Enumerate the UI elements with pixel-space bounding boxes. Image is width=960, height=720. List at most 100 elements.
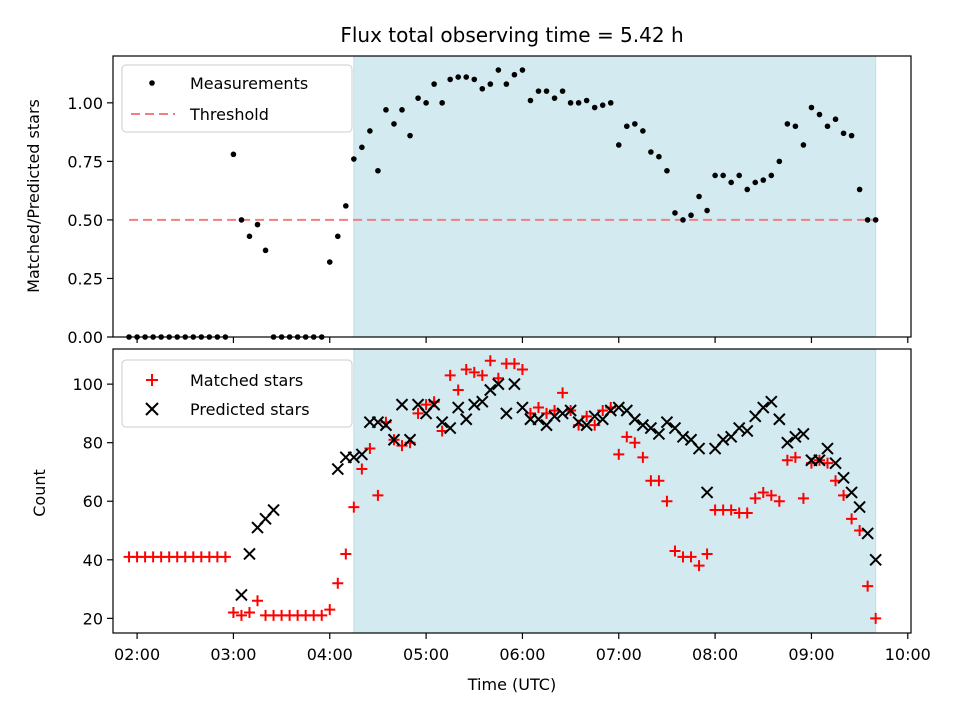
predicted-star-point [427,398,441,411]
top-highlight-span [353,55,877,338]
legend-matched-label: Matched stars [190,371,303,390]
predicted-star-point [395,398,409,411]
matched-star-point [862,580,874,592]
measurement-point [326,259,333,265]
predicted-star-point [452,401,465,414]
matched-star-point [340,548,352,560]
legend-matched-marker [146,374,158,386]
legend-predicted-marker [145,402,159,416]
measurement-point [840,130,847,137]
matched-star-point [412,407,424,419]
matched-star-point [252,595,264,607]
predicted-star-point [765,395,778,408]
matched-star-point [492,372,504,384]
measurement-point [455,74,462,80]
matched-star-point [356,463,368,475]
predicted-star-point [235,588,248,602]
matched-star-point [621,431,633,443]
matched-star-point [757,486,769,498]
matched-star-point [476,369,488,381]
matched-star-point [420,399,432,411]
top-y-tick-label: 1.00 [67,94,103,113]
matched-star-point [773,495,785,507]
measurement-point [728,179,734,186]
bottom-y-axis-ticks: 20 40 60 80 100 [72,375,113,628]
bottom-y-axis-label: Count [30,469,49,517]
matched-star-point [316,609,328,621]
predicted-star-point [460,413,473,426]
matched-star-point [243,607,255,619]
measurement-point [591,104,598,111]
matched-star-point [516,363,528,375]
predicted-star-point [564,404,577,417]
x-tick-label: 10:00 [885,645,931,664]
measurement-point [447,76,453,83]
matched-star-point [685,551,697,563]
predicted-star-point [692,442,706,455]
predicted-star-point [676,430,690,444]
matched-star-point [227,607,239,619]
matched-star-point [781,454,793,466]
top-y-tick-label: 0.50 [67,211,103,230]
matched-star-point [669,545,681,557]
bottom-highlight-span [353,348,877,634]
matched-star-point [789,451,801,463]
measurement-point [527,97,534,104]
measurement-point [856,186,863,193]
predicted-star-point [837,471,850,485]
predicted-star-point [355,448,369,461]
bottom-y-tick-label: 60 [83,492,103,511]
measurement-point [776,158,783,165]
matched-star-point [613,448,625,460]
matched-star-point [557,387,569,399]
matched-star-point [460,363,472,375]
predicted-star-point [492,377,505,391]
matched-star-point [468,366,480,378]
measurement-point [463,74,470,80]
measurement-point [800,142,807,148]
measurement-point [230,151,237,158]
measurement-point [567,100,574,106]
measurement-point [431,81,437,87]
bottom-axes-frame [112,348,912,634]
predicted-star-point [660,415,674,429]
predicted-star-point [379,418,393,432]
predicted-stars-series [235,377,882,602]
x-tick-label: 03:00 [210,645,256,664]
measurement-point [575,100,582,106]
bottom-panel: 20 40 60 80 100 02:00 03:00 04:00 05:00 06:00 07:… [30,348,931,694]
predicted-star-point [435,415,449,429]
predicted-star-point [636,418,650,432]
x-tick-label: 02:00 [114,645,160,664]
predicted-star-point [347,451,361,464]
measurement-point [471,76,478,83]
predicted-star-point [652,427,666,441]
predicted-star-point [500,407,513,420]
measurement-point [607,100,614,106]
matched-star-point [524,407,536,419]
matched-star-point [870,612,882,624]
x-tick-label: 06:00 [499,645,545,664]
matched-star-point [838,489,850,501]
bottom-x-axis-ticks: 02:00 03:00 04:00 05:00 06:00 07:00 08:00 09:00… [114,633,931,664]
top-panel: 0.00 0.25 0.50 0.75 1.00 Flux total observin… [24,23,912,347]
measurement-point [407,132,413,139]
measurement-point [720,172,726,179]
matched-star-point [765,489,777,501]
matched-star-point [332,577,344,589]
predicted-star-point [443,421,457,435]
measurement-point [359,144,365,151]
top-y-tick-label: 0.75 [67,152,103,171]
predicted-star-point [757,401,770,414]
predicted-star-point [532,413,545,426]
legend-measurements-label: Measurements [190,74,308,93]
matched-stars-series [123,355,882,624]
measurement-point [648,149,654,155]
measurement-point [375,167,381,174]
predicted-star-point [267,503,280,517]
measurement-point [768,172,775,179]
measurement-point [752,179,759,186]
predicted-star-point [588,410,601,423]
measurement-point [672,210,678,216]
top-y-axis-ticks: 0.00 0.25 0.50 0.75 1.00 [67,94,113,347]
